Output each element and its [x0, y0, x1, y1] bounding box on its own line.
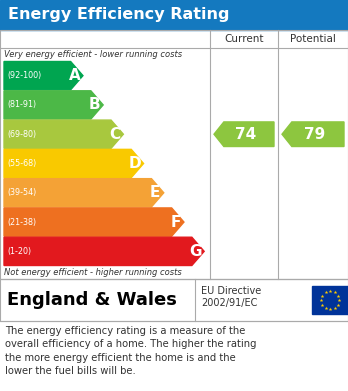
Polygon shape	[4, 208, 184, 236]
Bar	[0, 279, 348, 321]
Polygon shape	[4, 61, 83, 90]
Text: Current: Current	[224, 34, 264, 44]
Text: A: A	[69, 68, 80, 83]
Polygon shape	[4, 91, 103, 119]
Polygon shape	[4, 237, 204, 265]
Text: (21-38): (21-38)	[7, 217, 36, 226]
Bar	[0, 30, 348, 279]
Text: C: C	[109, 127, 120, 142]
Text: Energy Efficiency Rating: Energy Efficiency Rating	[8, 7, 229, 23]
Text: EU Directive
2002/91/EC: EU Directive 2002/91/EC	[201, 286, 261, 308]
Text: (92-100): (92-100)	[7, 71, 41, 80]
Text: Not energy efficient - higher running costs: Not energy efficient - higher running co…	[4, 268, 182, 277]
Text: 79: 79	[304, 127, 326, 142]
Bar	[312, 286, 348, 314]
Polygon shape	[4, 149, 144, 178]
Text: Very energy efficient - lower running costs: Very energy efficient - lower running co…	[4, 50, 182, 59]
Polygon shape	[4, 179, 164, 207]
Text: (69-80): (69-80)	[7, 130, 36, 139]
Text: England & Wales: England & Wales	[7, 291, 177, 309]
Text: Potential: Potential	[290, 34, 336, 44]
Text: E: E	[150, 185, 160, 200]
Polygon shape	[214, 122, 274, 147]
Text: G: G	[189, 244, 202, 259]
Text: F: F	[170, 215, 181, 230]
Text: (1-20): (1-20)	[7, 247, 31, 256]
Text: 74: 74	[235, 127, 256, 142]
Polygon shape	[282, 122, 344, 147]
Text: The energy efficiency rating is a measure of the
overall efficiency of a home. T: The energy efficiency rating is a measur…	[5, 326, 256, 376]
Text: (39-54): (39-54)	[7, 188, 36, 197]
Polygon shape	[4, 120, 123, 148]
Text: D: D	[129, 156, 141, 171]
Text: (81-91): (81-91)	[7, 100, 36, 109]
Text: (55-68): (55-68)	[7, 159, 36, 168]
Text: B: B	[89, 97, 100, 113]
Bar	[0, 0, 348, 30]
